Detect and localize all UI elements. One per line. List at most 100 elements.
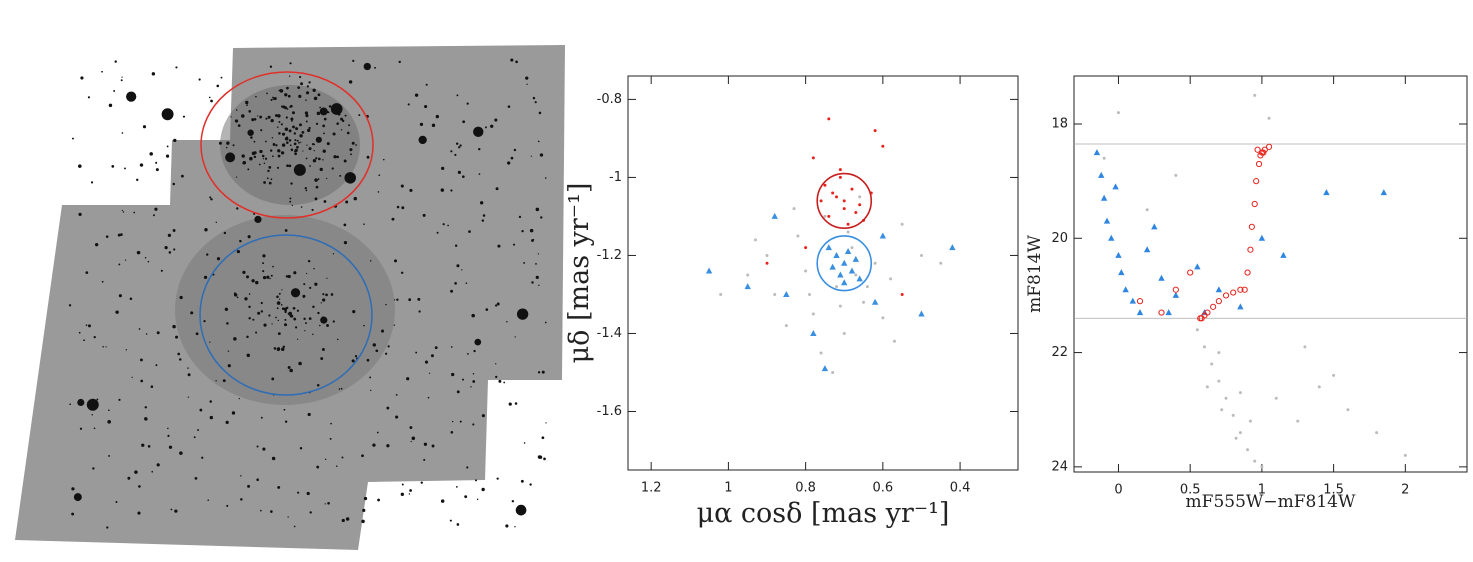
selection-circle: [816, 235, 873, 292]
star: [260, 129, 263, 132]
star: [423, 458, 426, 461]
star: [454, 282, 457, 285]
star: [209, 400, 212, 403]
star: [340, 387, 343, 390]
star: [305, 157, 308, 160]
star: [281, 132, 286, 136]
star: [69, 403, 71, 406]
point: [823, 183, 827, 187]
point: [1265, 143, 1273, 150]
star: [451, 372, 455, 377]
star: [472, 372, 475, 375]
star: [529, 483, 532, 486]
star: [523, 442, 526, 444]
star: [78, 212, 82, 216]
star: [248, 293, 251, 295]
star: [300, 141, 302, 143]
star: [530, 155, 533, 157]
star: [330, 293, 334, 296]
star: [375, 349, 379, 353]
star: [323, 132, 325, 135]
star: [118, 263, 121, 266]
point: [1215, 298, 1222, 305]
star: [294, 150, 297, 153]
star: [540, 216, 543, 219]
star: [263, 323, 267, 327]
star: [304, 111, 309, 115]
star: [478, 173, 481, 175]
point: [846, 222, 850, 226]
star: [503, 381, 506, 384]
star: [341, 456, 344, 459]
star: [283, 408, 286, 411]
star: [248, 305, 251, 309]
star: [289, 197, 292, 200]
point: [1143, 246, 1151, 253]
star: [247, 484, 251, 488]
star: [295, 127, 299, 131]
star: [352, 310, 356, 314]
star: [83, 339, 86, 342]
star: [242, 270, 246, 274]
star: [338, 388, 341, 390]
star: [246, 335, 249, 339]
star: [330, 103, 343, 115]
star: [450, 289, 454, 293]
star: [494, 118, 498, 122]
star: [287, 274, 291, 279]
star: [272, 96, 274, 99]
star: [484, 126, 487, 129]
star: [531, 281, 534, 284]
star: [282, 307, 285, 311]
star: [271, 377, 275, 381]
star: [271, 155, 274, 158]
star: [386, 444, 390, 448]
star: [276, 301, 281, 305]
point: [949, 244, 956, 251]
star: [141, 443, 145, 447]
star: [440, 499, 445, 503]
star: [276, 126, 279, 128]
star: [277, 114, 281, 118]
star: [496, 302, 500, 306]
point: [1158, 309, 1165, 316]
star: [336, 155, 340, 159]
point: [784, 324, 788, 328]
star: [106, 526, 109, 529]
star: [144, 256, 147, 259]
star: [129, 297, 133, 301]
star: [277, 347, 281, 350]
star: [172, 229, 176, 232]
star: [316, 465, 320, 469]
star: [240, 475, 242, 477]
point: [858, 195, 862, 199]
point: [811, 312, 815, 316]
star: [270, 510, 273, 513]
star: [455, 142, 459, 145]
star: [190, 311, 194, 315]
star: [175, 335, 179, 339]
star: [291, 120, 293, 122]
star: [415, 351, 418, 354]
point: [796, 234, 800, 238]
star: [73, 493, 82, 502]
star: [323, 200, 327, 203]
star: [269, 277, 271, 280]
star: [139, 358, 143, 362]
point: [821, 365, 829, 372]
star: [288, 164, 292, 168]
star: [315, 136, 322, 143]
star: [134, 470, 138, 474]
star: [317, 178, 320, 180]
point: [753, 238, 757, 242]
star: [376, 431, 379, 434]
x-tick-label: 0: [1114, 483, 1122, 498]
star: [285, 116, 288, 119]
point: [1187, 269, 1194, 276]
star: [544, 177, 547, 179]
star: [387, 345, 390, 348]
star: [298, 94, 302, 99]
star: [149, 152, 153, 156]
point: [1102, 156, 1106, 160]
star: [288, 75, 291, 77]
